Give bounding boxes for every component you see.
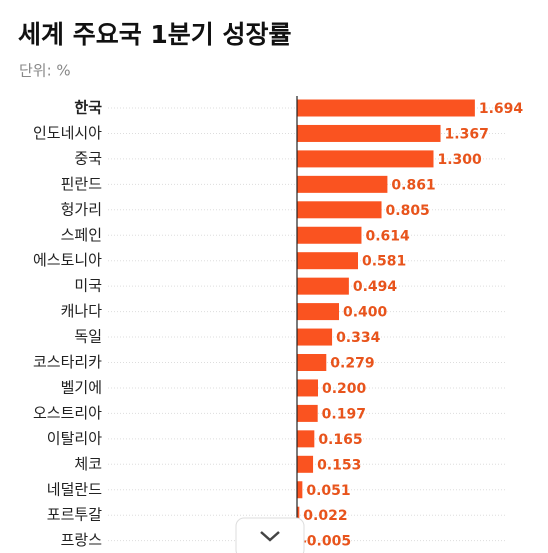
category-label: 중국 — [74, 149, 102, 167]
category-label: 포르투갈 — [47, 506, 102, 524]
bar — [297, 226, 362, 244]
value-label: 1.300 — [438, 152, 483, 168]
bar — [297, 201, 382, 219]
category-label: 네덜란드 — [47, 480, 102, 498]
category-label: 핀란드 — [61, 175, 103, 193]
chart-title: 세계 주요국 1분기 성장률 — [18, 20, 292, 49]
bar — [297, 506, 300, 524]
value-label: 0.494 — [353, 279, 398, 295]
value-label: -0.005 — [301, 534, 351, 550]
value-label: 0.805 — [386, 203, 430, 219]
plot: 한국 1.694 인도네시아 1.367 중국 1.300 핀란드 0.861 헝가리 0.805… — [33, 99, 523, 550]
category-label: 오스트리아 — [33, 404, 102, 422]
category-label: 캐나다 — [61, 302, 103, 320]
chevron-icon[interactable] — [260, 531, 280, 542]
bar — [297, 430, 315, 448]
category-label: 이탈리아 — [47, 429, 102, 447]
bar — [297, 150, 434, 168]
value-label: 0.581 — [362, 254, 406, 270]
bar — [297, 124, 441, 142]
bar — [297, 481, 303, 499]
bar — [297, 328, 333, 346]
chart-subtitle: 단위: % — [19, 62, 71, 80]
bar — [297, 303, 339, 321]
value-label: 0.861 — [391, 177, 435, 193]
category-label: 스페인 — [61, 226, 102, 244]
category-label: 한국 — [74, 99, 102, 117]
bar — [297, 354, 327, 371]
value-label: 0.334 — [336, 330, 381, 346]
value-label: 0.200 — [322, 381, 367, 397]
bar — [297, 252, 359, 270]
value-label: 0.614 — [365, 228, 410, 244]
button-background[interactable] — [235, 517, 305, 553]
value-label: 0.153 — [317, 457, 361, 473]
category-label: 미국 — [74, 277, 102, 295]
bar — [297, 455, 314, 473]
bar — [297, 175, 388, 193]
value-label: 0.400 — [343, 305, 388, 321]
value-label: 0.165 — [318, 432, 362, 448]
category-label: 인도네시아 — [33, 124, 102, 142]
scroll-down-button[interactable] — [235, 517, 305, 553]
value-label: 0.197 — [322, 406, 366, 422]
value-label: 0.051 — [306, 483, 350, 499]
value-label: 1.367 — [445, 126, 489, 142]
category-label: 프랑스 — [61, 531, 103, 549]
value-label: 1.694 — [479, 101, 524, 117]
category-label: 헝가리 — [61, 200, 102, 218]
category-label: 코스타리카 — [33, 353, 102, 371]
category-label: 독일 — [74, 328, 102, 346]
bar — [297, 404, 318, 422]
bar — [297, 277, 349, 295]
bar — [297, 379, 318, 397]
bar — [297, 99, 475, 117]
category-label: 체코 — [74, 455, 102, 473]
value-label: 0.279 — [330, 356, 374, 372]
value-label: 0.022 — [303, 508, 347, 524]
category-label: 에스토니아 — [33, 251, 102, 269]
category-label: 벨기에 — [61, 378, 102, 396]
